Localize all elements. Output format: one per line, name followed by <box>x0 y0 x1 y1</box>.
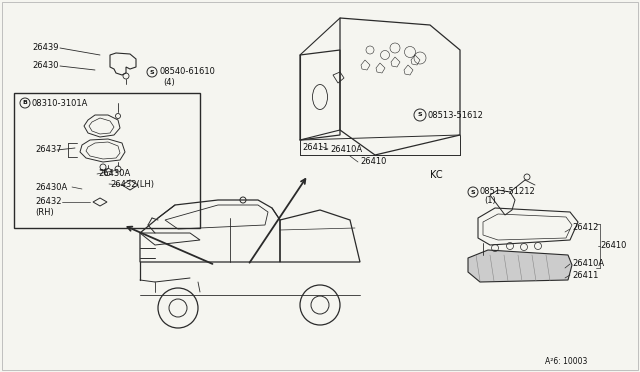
Text: S: S <box>150 70 154 74</box>
Text: 26411: 26411 <box>302 144 328 153</box>
Text: 26430A: 26430A <box>35 183 67 192</box>
Text: 26410A: 26410A <box>572 260 604 269</box>
Text: B: B <box>22 100 28 106</box>
Text: S: S <box>418 112 422 118</box>
Text: (1): (1) <box>484 196 496 205</box>
Text: 26410: 26410 <box>600 241 627 250</box>
Text: 26432(LH): 26432(LH) <box>110 180 154 189</box>
Text: 08540-61610: 08540-61610 <box>159 67 215 77</box>
Text: (RH): (RH) <box>35 208 54 218</box>
Text: 26430: 26430 <box>33 61 59 71</box>
Text: 08513-51612: 08513-51612 <box>428 110 484 119</box>
Text: KC: KC <box>430 170 443 180</box>
Text: 08310-3101A: 08310-3101A <box>32 99 88 108</box>
Text: 26432: 26432 <box>35 198 61 206</box>
Text: 26430A: 26430A <box>98 170 131 179</box>
Bar <box>14 93 200 228</box>
Text: (4): (4) <box>163 77 175 87</box>
Text: 26437: 26437 <box>35 145 61 154</box>
Text: 26411: 26411 <box>572 270 598 279</box>
Text: 08513-51212: 08513-51212 <box>480 187 536 196</box>
Text: 26410A: 26410A <box>330 145 362 154</box>
Text: 26412: 26412 <box>572 224 598 232</box>
Polygon shape <box>468 250 572 282</box>
Text: S: S <box>470 189 476 195</box>
Text: 26439: 26439 <box>33 44 59 52</box>
Text: 26410: 26410 <box>360 157 387 167</box>
Text: A²6: 10003: A²6: 10003 <box>545 357 588 366</box>
